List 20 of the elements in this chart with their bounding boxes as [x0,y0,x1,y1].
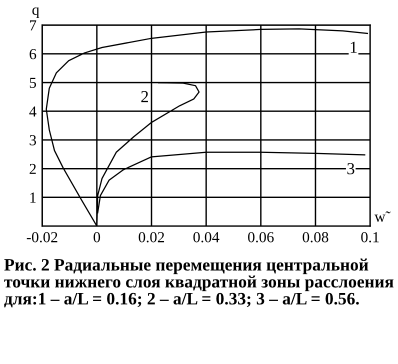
x-tick-label: -0.02 [26,232,58,242]
x-tick-label: 0.06 [248,232,274,242]
x-tick-label: 0.1 [361,232,379,242]
x-tick-label: 0.02 [138,232,164,242]
y-tick-label: 3 [30,135,36,146]
y-axis-title: q [32,7,40,18]
x-tick-label: 0.08 [302,232,328,242]
x-tick-label: 0.04 [193,232,220,242]
y-tick-label: 1 [30,192,36,203]
series-label: 2 [141,91,148,102]
series-label: 1 [350,42,357,53]
y-tick-label: 7 [30,20,36,30]
y-tick-label: 4 [29,106,36,117]
x-tick-label: 0 [94,232,100,242]
series-label: 3 [347,163,354,174]
y-tick-label: 6 [30,49,36,60]
x-axis-title: w̃ [374,211,390,222]
y-tick-label: 5 [30,78,36,88]
text: Рис. 2 Радиальные перемещения центральной точки нижнего слоя квадратной зоны расслоения для:1 – a/L = 0.16; 2 – a/L = 0.33; 3 – a/L = 0.56. [4,258,394,308]
y-tick-label: 2 [30,164,36,174]
